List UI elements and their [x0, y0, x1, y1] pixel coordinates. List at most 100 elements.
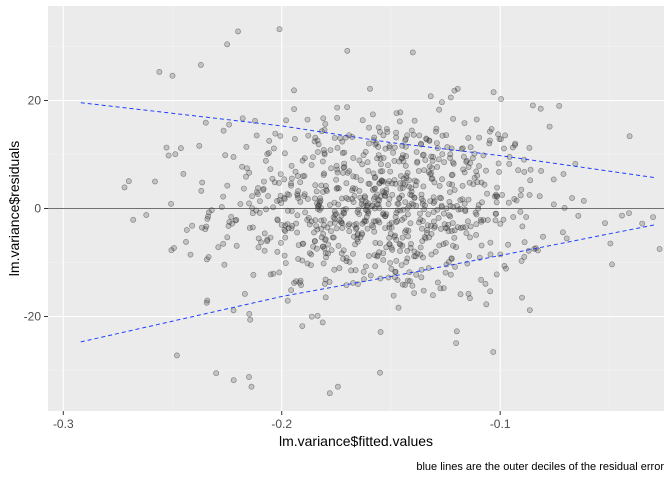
data-point [235, 28, 241, 35]
data-point [250, 271, 257, 278]
data-point [411, 290, 417, 296]
data-point [487, 288, 494, 295]
data-point [370, 170, 377, 177]
data-point [239, 163, 245, 170]
data-point [443, 205, 450, 212]
data-point [393, 129, 399, 136]
data-point [448, 255, 455, 262]
data-point [400, 152, 406, 158]
data-point [152, 178, 158, 185]
data-point [304, 260, 311, 267]
data-point [497, 220, 504, 227]
data-point [130, 216, 137, 223]
data-point [501, 262, 508, 269]
data-point [572, 160, 579, 167]
data-point [442, 269, 449, 276]
data-point [498, 96, 504, 102]
data-point [319, 319, 326, 326]
data-point [295, 188, 301, 194]
y-tick-label: -20 [24, 310, 42, 324]
data-point [457, 206, 464, 212]
data-point [300, 240, 306, 247]
data-point [473, 168, 480, 175]
data-point [310, 154, 316, 160]
data-point [428, 170, 435, 177]
data-point [488, 126, 495, 132]
data-point [311, 195, 318, 202]
data-point [187, 251, 194, 258]
data-point [220, 127, 227, 134]
data-point [466, 295, 473, 302]
data-point [320, 260, 327, 267]
data-point [350, 250, 356, 257]
data-point [467, 160, 473, 166]
data-point [436, 194, 443, 201]
data-point [313, 188, 320, 195]
data-point [246, 374, 252, 380]
data-point [322, 121, 329, 127]
data-point [365, 200, 371, 207]
data-point [401, 214, 408, 221]
data-point [323, 254, 329, 261]
data-point [281, 252, 288, 259]
data-point [437, 225, 444, 232]
data-point [385, 274, 392, 281]
data-point [255, 244, 262, 251]
data-point [125, 178, 132, 185]
data-point [393, 134, 400, 141]
data-point [405, 227, 412, 234]
data-point [369, 186, 376, 193]
data-point [439, 176, 445, 183]
data-point [521, 239, 528, 246]
data-point [305, 132, 312, 139]
data-point [536, 193, 543, 200]
data-point [337, 135, 344, 141]
data-point [247, 316, 254, 323]
lower-decile-line [80, 224, 656, 343]
data-point [189, 222, 195, 229]
data-point [428, 175, 435, 182]
data-point [535, 247, 541, 254]
data-point [483, 301, 490, 308]
data-point [172, 151, 179, 158]
data-point [463, 230, 470, 237]
data-point [350, 199, 357, 205]
data-point [371, 252, 378, 258]
data-point [199, 179, 206, 186]
data-point [274, 197, 280, 204]
data-point [432, 223, 438, 230]
data-point [360, 268, 367, 275]
data-point [397, 207, 404, 214]
data-point [375, 152, 382, 158]
data-point [416, 132, 423, 139]
data-point [230, 377, 237, 384]
data-point [156, 69, 163, 75]
data-point [429, 292, 436, 299]
data-point [308, 313, 315, 320]
data-point [412, 253, 419, 260]
data-point [385, 201, 392, 207]
data-point [180, 170, 187, 177]
data-point [326, 202, 333, 208]
data-point [322, 294, 329, 301]
data-point [494, 184, 500, 191]
data-point [365, 252, 372, 259]
data-point [203, 299, 210, 306]
data-point [479, 199, 485, 206]
data-point [402, 199, 409, 205]
data-point [493, 193, 500, 199]
data-point [447, 271, 454, 278]
data-point [260, 187, 266, 193]
data-point [196, 142, 203, 149]
data-point [418, 225, 425, 232]
data-point [296, 279, 303, 286]
y-tick-label: 0 [34, 202, 41, 216]
data-point [406, 177, 412, 183]
data-point [459, 145, 466, 151]
data-point [451, 187, 458, 193]
data-point [321, 150, 328, 156]
data-point [318, 225, 325, 232]
data-point [318, 182, 325, 189]
data-point [379, 168, 386, 175]
data-point [561, 204, 568, 211]
